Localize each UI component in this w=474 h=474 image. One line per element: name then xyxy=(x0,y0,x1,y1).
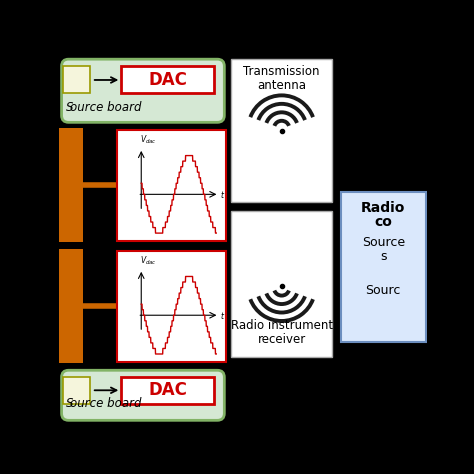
Text: t: t xyxy=(221,191,224,200)
Text: receiver: receiver xyxy=(257,333,306,346)
Text: S: S xyxy=(65,101,73,114)
Bar xyxy=(341,191,426,342)
FancyBboxPatch shape xyxy=(62,370,224,420)
Text: DAC: DAC xyxy=(148,71,187,89)
Text: ource board: ource board xyxy=(70,101,142,114)
Text: $V_{dac}$: $V_{dac}$ xyxy=(140,133,157,146)
Bar xyxy=(59,249,82,364)
Bar xyxy=(63,66,90,93)
Text: Sourc: Sourc xyxy=(365,284,401,297)
Text: s: s xyxy=(380,250,386,263)
FancyBboxPatch shape xyxy=(62,59,224,122)
Text: antenna: antenna xyxy=(257,79,306,92)
Bar xyxy=(118,130,226,241)
Bar xyxy=(121,66,214,93)
Text: Radio instrument: Radio instrument xyxy=(231,319,333,332)
Bar xyxy=(59,128,82,242)
Text: DAC: DAC xyxy=(148,381,187,399)
Text: Source: Source xyxy=(362,237,405,249)
Text: S: S xyxy=(65,397,73,410)
Text: ource board: ource board xyxy=(70,397,142,410)
Bar xyxy=(118,251,226,362)
Bar xyxy=(231,59,332,201)
Text: Transmission: Transmission xyxy=(244,65,320,78)
Text: t: t xyxy=(221,311,224,320)
Text: Radio: Radio xyxy=(361,201,405,215)
Bar xyxy=(63,377,90,404)
Bar xyxy=(231,211,332,357)
Bar xyxy=(121,377,214,404)
Text: co: co xyxy=(374,215,392,229)
Text: $V_{dac}$: $V_{dac}$ xyxy=(140,254,157,267)
